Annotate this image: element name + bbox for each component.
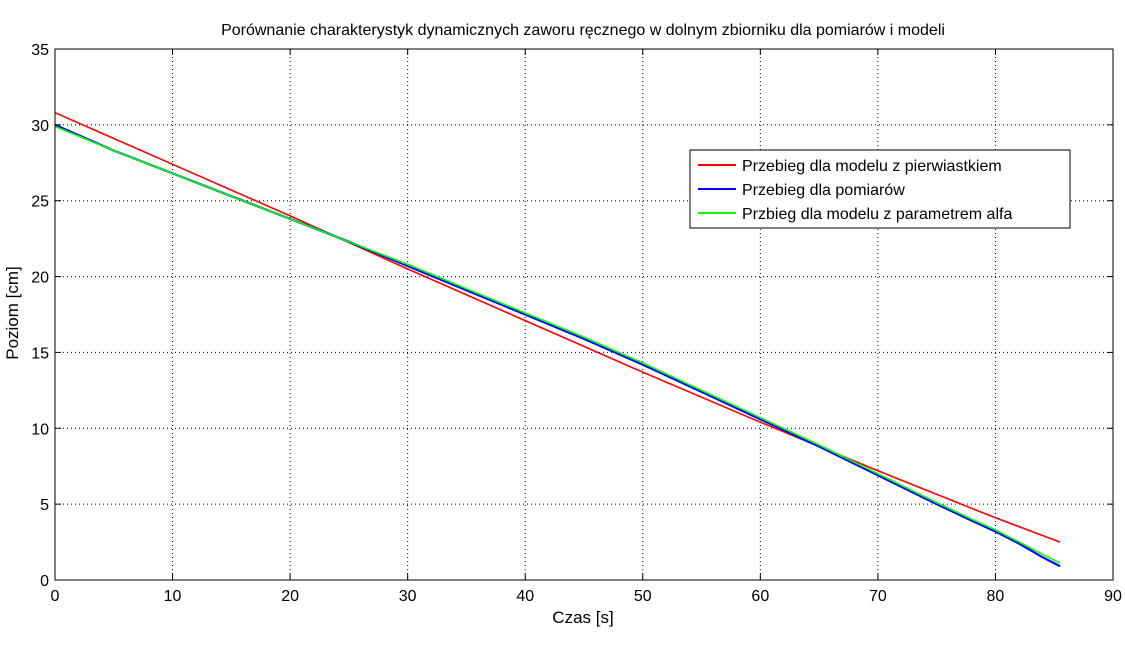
legend-label-1: Przebieg dla pomiarów bbox=[742, 182, 905, 199]
y-tick-label: 35 bbox=[31, 42, 49, 59]
y-tick-label: 15 bbox=[31, 345, 49, 362]
legend-label-2: Przbieg dla modelu z parametrem alfa bbox=[742, 206, 1012, 223]
x-tick-label: 20 bbox=[281, 588, 299, 605]
x-tick-label: 90 bbox=[1104, 588, 1122, 605]
legend-label-0: Przebieg dla modelu z pierwiastkiem bbox=[742, 158, 1002, 175]
plot-area bbox=[55, 49, 1113, 580]
series-layer bbox=[54, 111, 1061, 568]
plot-frame bbox=[54, 48, 1114, 581]
series-line-0 bbox=[54, 111, 1061, 543]
x-tick-label: 40 bbox=[516, 588, 534, 605]
y-tick-label: 20 bbox=[31, 270, 49, 287]
y-tick-label: 25 bbox=[31, 194, 49, 211]
x-tick-label: 70 bbox=[869, 588, 887, 605]
x-tick-label: 0 bbox=[51, 588, 60, 605]
ticks: 0 10 20 30 40 50 60 70 80 90 0 5 10 15 20 25 30 35 bbox=[31, 42, 1122, 605]
x-tick-label: 30 bbox=[399, 588, 417, 605]
grid bbox=[55, 49, 1113, 580]
chart-title: Porównanie charakterystyk dynamicznych z… bbox=[221, 22, 945, 39]
y-tick-label: 30 bbox=[31, 118, 49, 135]
x-axis-title: Czas [s] bbox=[552, 608, 613, 627]
y-tick-label: 10 bbox=[31, 421, 49, 438]
legend-box bbox=[689, 149, 1071, 229]
x-tick-label: 60 bbox=[751, 588, 769, 605]
series-line-2 bbox=[54, 125, 1061, 565]
legend: Przebieg dla modelu z pierwiastkiem Przeb… bbox=[689, 149, 1071, 229]
y-tick-label: 5 bbox=[40, 497, 49, 514]
x-tick-label: 50 bbox=[634, 588, 652, 605]
y-axis-title: Poziom [cm] bbox=[3, 266, 22, 360]
x-tick-label: 80 bbox=[987, 588, 1005, 605]
y-tick-label: 0 bbox=[40, 573, 49, 590]
x-tick-label: 10 bbox=[164, 588, 182, 605]
